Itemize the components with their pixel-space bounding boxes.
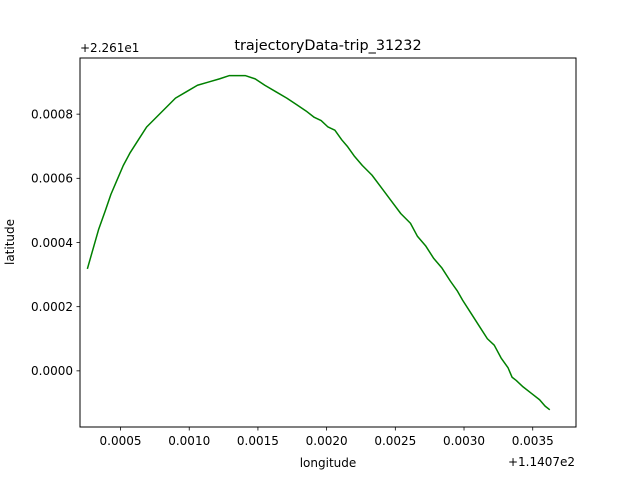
y-axis-ticks: 0.0000 0.0002 0.0004 0.0006 0.0008 (31, 107, 80, 378)
x-offset-label: +1.1407e2 (508, 455, 575, 469)
x-tick-label: 0.0010 (168, 434, 210, 448)
y-tick-label: 0.0002 (31, 300, 73, 314)
x-axis-ticks: 0.0005 0.0010 0.0015 0.0020 0.0025 0.0030 0.00… (100, 427, 554, 448)
y-tick-label: 0.0006 (31, 172, 73, 186)
y-tick-label: 0.0008 (31, 107, 73, 121)
y-offset-label: +2.261e1 (80, 41, 139, 55)
x-axis-label: longitude (300, 456, 357, 470)
x-tick-label: 0.0020 (306, 434, 348, 448)
y-tick-label: 0.0004 (31, 236, 73, 250)
plot-frame (79, 57, 577, 428)
x-tick-label: 0.0015 (237, 434, 279, 448)
chart-title: trajectoryData-trip_31232 (234, 38, 421, 54)
x-tick-label: 0.0030 (443, 434, 485, 448)
x-tick-label: 0.0005 (100, 434, 142, 448)
plot-area (86, 74, 551, 411)
y-axis-label: latitude (3, 219, 17, 265)
x-tick-label: 0.0035 (512, 434, 554, 448)
y-tick-label: 0.0000 (31, 364, 73, 378)
series-line-0 (86, 74, 551, 411)
x-tick-label: 0.0025 (374, 434, 416, 448)
